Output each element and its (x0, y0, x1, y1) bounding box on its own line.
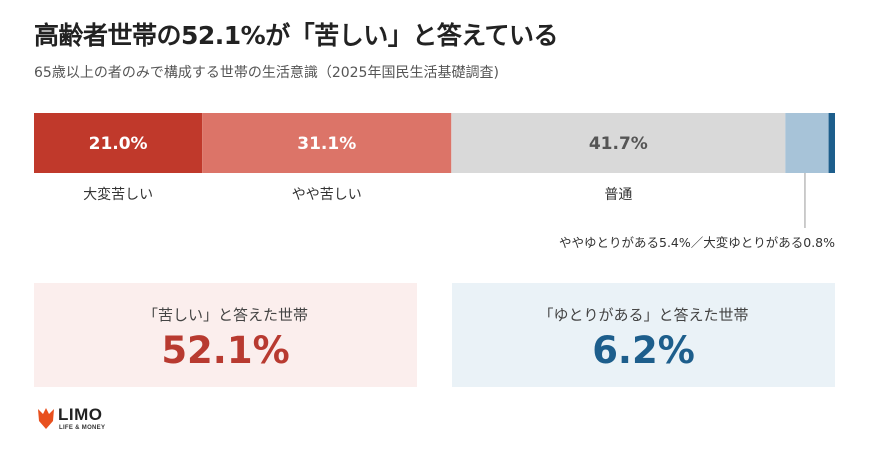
category-label-0: 大変苦しい (83, 186, 153, 203)
data-label-1: 31.1% (297, 134, 356, 154)
data-label-2: 41.7% (589, 134, 648, 154)
category-label-1: やや苦しい (292, 187, 362, 203)
logo-tagline: LIFE & MONEY (59, 425, 106, 431)
card-hard-value: 52.1% (161, 329, 290, 372)
chart-subtitle: 65歳以上の者のみで構成する世帯の生活意識（2025年国民生活基礎調査) (34, 65, 499, 81)
fox-logo-icon (38, 408, 54, 429)
stacked-bar-chart: 21.0% 大変苦しい 31.1% やや苦しい 41.7% 普通ややゆとりがある5.4%／… (34, 113, 835, 250)
limo-logo: LIMO LIFE & MONEY (36, 405, 105, 435)
data-label-0: 21.0% (89, 134, 148, 154)
card-comfortable-value: 6.2% (592, 329, 695, 372)
bar-segment-4 (828, 113, 835, 173)
category-label-2: 普通 (604, 187, 632, 203)
card-hard-label: 「苦しい」と答えた世帯 (142, 306, 308, 324)
bar-segment-3 (785, 113, 829, 173)
card-comfortable-label: 「ゆとりがある」と答えた世帯 (538, 306, 749, 324)
chart-title: 高齢者世帯の52.1%が「苦しい」と答えている (34, 21, 558, 50)
card-comfortable: 「ゆとりがある」と答えた世帯 6.2% (452, 283, 835, 387)
logo-name: LIMO (58, 405, 103, 424)
bar-segment-0 (34, 113, 203, 173)
card-hard: 「苦しい」と答えた世帯 52.1% (34, 283, 417, 387)
bar-segment-2 (451, 113, 786, 173)
small-segments-annotation: ややゆとりがある5.4%／大変ゆとりがある0.8% (559, 235, 835, 250)
bar-segment-1 (202, 113, 452, 173)
